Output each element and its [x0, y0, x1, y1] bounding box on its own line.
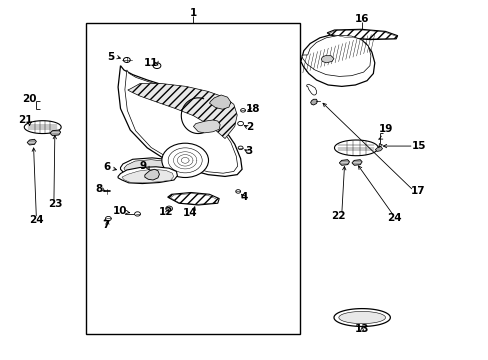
- Circle shape: [134, 212, 140, 216]
- Text: 15: 15: [410, 141, 425, 151]
- Polygon shape: [124, 70, 237, 173]
- Text: 3: 3: [245, 147, 252, 157]
- Circle shape: [168, 148, 202, 173]
- Circle shape: [240, 109, 245, 112]
- Text: 6: 6: [103, 162, 111, 172]
- Polygon shape: [333, 309, 389, 327]
- Text: 5: 5: [107, 52, 114, 62]
- Polygon shape: [334, 140, 377, 156]
- Text: 22: 22: [331, 211, 346, 221]
- Text: 19: 19: [379, 124, 393, 134]
- Text: 21: 21: [19, 115, 33, 125]
- Text: 9: 9: [140, 161, 146, 171]
- Polygon shape: [306, 84, 316, 95]
- Circle shape: [235, 190, 240, 193]
- Circle shape: [123, 58, 130, 63]
- Polygon shape: [144, 169, 159, 180]
- Text: 11: 11: [143, 58, 158, 68]
- Bar: [86, 23, 300, 334]
- Circle shape: [237, 121, 243, 126]
- Polygon shape: [50, 130, 61, 136]
- Polygon shape: [120, 158, 180, 176]
- Polygon shape: [122, 169, 173, 183]
- Polygon shape: [310, 99, 317, 105]
- Polygon shape: [321, 56, 333, 63]
- Polygon shape: [127, 84, 237, 139]
- Circle shape: [238, 146, 243, 150]
- Polygon shape: [374, 147, 382, 152]
- Polygon shape: [123, 159, 176, 175]
- Text: 14: 14: [183, 208, 197, 218]
- Polygon shape: [24, 121, 61, 134]
- Polygon shape: [339, 159, 349, 165]
- Text: 1: 1: [189, 8, 197, 18]
- Circle shape: [162, 143, 208, 177]
- Polygon shape: [326, 29, 397, 40]
- Text: 17: 17: [410, 186, 425, 196]
- Polygon shape: [209, 95, 230, 109]
- Polygon shape: [301, 35, 370, 76]
- Text: 18: 18: [245, 104, 260, 113]
- Polygon shape: [118, 167, 177, 184]
- Polygon shape: [167, 193, 219, 205]
- Text: 16: 16: [354, 14, 368, 24]
- Text: 24: 24: [29, 215, 43, 225]
- Text: 10: 10: [113, 206, 127, 216]
- Text: 23: 23: [48, 199, 63, 209]
- Text: 2: 2: [245, 122, 252, 132]
- Text: 13: 13: [354, 324, 368, 334]
- Polygon shape: [351, 159, 362, 165]
- Circle shape: [153, 63, 161, 68]
- Circle shape: [105, 216, 111, 221]
- Polygon shape: [193, 120, 220, 133]
- Text: 8: 8: [95, 184, 102, 194]
- Text: 20: 20: [22, 94, 37, 104]
- Polygon shape: [300, 33, 374, 86]
- Circle shape: [165, 206, 172, 211]
- Text: 7: 7: [102, 220, 109, 230]
- Polygon shape: [338, 311, 385, 324]
- Text: 24: 24: [386, 212, 401, 222]
- Text: 12: 12: [158, 207, 173, 217]
- Polygon shape: [27, 139, 36, 145]
- Text: 4: 4: [240, 192, 248, 202]
- Polygon shape: [118, 66, 242, 176]
